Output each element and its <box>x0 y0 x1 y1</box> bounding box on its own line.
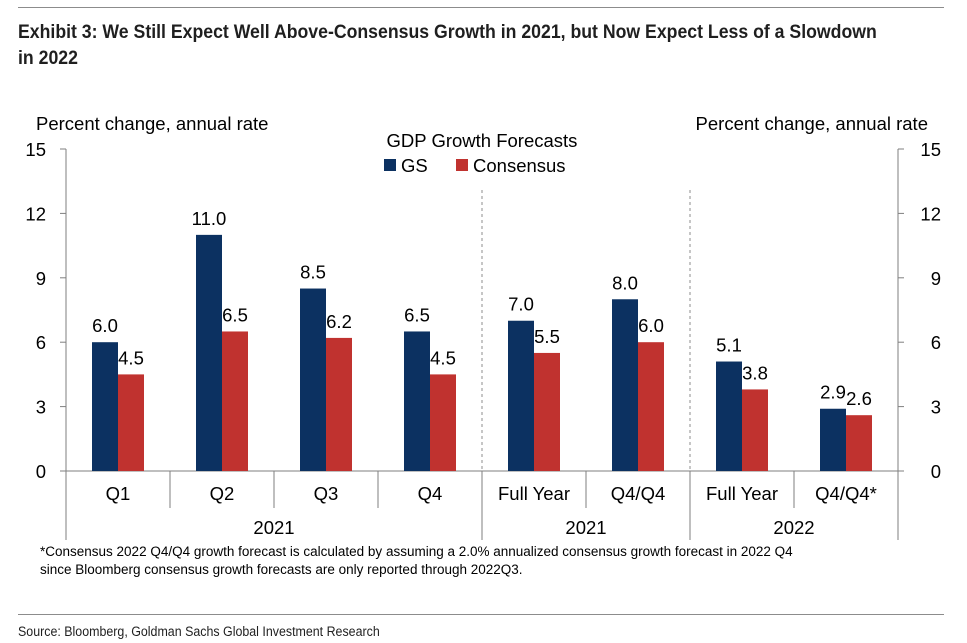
y-tick-label-right: 3 <box>931 397 941 418</box>
y-axis-label-left: Percent change, annual rate <box>36 113 268 134</box>
x-category-label: Q4/Q4* <box>815 483 877 504</box>
chart-data-labels: 6.0 11.0 8.5 6.5 7.0 8.0 5.1 2.9 4.5 6.5 6.2 4.5 5.5… <box>92 208 872 409</box>
x-group-label: 2021 <box>565 517 606 538</box>
data-label-gs: 7.0 <box>508 294 534 315</box>
x-group-label: 2022 <box>773 517 814 538</box>
data-label-consensus: 5.5 <box>534 326 560 347</box>
data-label-gs: 6.5 <box>404 304 430 325</box>
y-tick-label-right: 0 <box>931 461 941 482</box>
bar-consensus <box>326 337 352 471</box>
bar-consensus <box>742 389 768 471</box>
bar-gs <box>300 288 326 471</box>
bar-consensus <box>638 342 664 471</box>
data-label-consensus: 2.6 <box>846 388 872 409</box>
bar-gs <box>196 234 222 471</box>
data-label-gs: 11.0 <box>192 208 227 229</box>
chart-bars <box>92 234 872 471</box>
chart-legend: GS Consensus <box>384 155 566 176</box>
legend-swatch-gs <box>384 159 396 171</box>
legend-label-consensus: Consensus <box>473 155 566 176</box>
bar-gs <box>508 320 534 471</box>
top-rule <box>18 7 944 8</box>
y-tick-label-left: 3 <box>36 397 46 418</box>
y-axis-label-right: Percent change, annual rate <box>696 113 928 134</box>
bar-consensus <box>534 352 560 471</box>
footnote: *Consensus 2022 Q4/Q4 growth forecast is… <box>40 543 920 579</box>
bar-gs <box>92 342 118 471</box>
bar-consensus <box>430 374 456 471</box>
y-tick-label-right: 9 <box>931 268 941 289</box>
x-category-label: Full Year <box>498 483 570 504</box>
data-label-gs: 2.9 <box>820 382 846 403</box>
x-category-label: Q1 <box>106 483 131 504</box>
y-tick-label-right: 6 <box>931 332 941 353</box>
y-tick-label-left: 0 <box>36 461 46 482</box>
bar-consensus <box>222 331 248 471</box>
bar-gs <box>612 299 638 471</box>
y-tick-label-left: 6 <box>36 332 46 353</box>
x-category-label: Full Year <box>706 483 778 504</box>
y-tick-label-left: 9 <box>36 268 46 289</box>
bar-gs <box>716 361 742 471</box>
bar-consensus <box>118 374 144 471</box>
chart-axes: 0 0 3 3 6 6 9 9 12 12 15 15 2021 2021 2022 Q1 Q2 Q3 Q4 Full… <box>25 139 941 540</box>
legend-label-gs: GS <box>401 155 428 176</box>
bar-gs <box>820 408 846 471</box>
chart-title: GDP Growth Forecasts <box>387 130 578 151</box>
x-category-label: Q2 <box>210 483 235 504</box>
x-group-label: 2021 <box>253 517 294 538</box>
legend-swatch-consensus <box>456 159 468 171</box>
source-note: Source: Bloomberg, Goldman Sachs Global … <box>18 624 380 639</box>
y-tick-label-right: 12 <box>920 203 941 224</box>
exhibit-title: Exhibit 3: We Still Expect Well Above-Co… <box>18 22 877 69</box>
data-label-gs: 8.0 <box>612 272 638 293</box>
y-tick-label-right: 15 <box>920 139 941 160</box>
data-label-consensus: 6.2 <box>326 311 352 332</box>
y-tick-label-left: 15 <box>25 139 46 160</box>
data-label-consensus: 3.8 <box>742 362 768 383</box>
x-category-label: Q4/Q4 <box>611 483 666 504</box>
footnote-line-1: *Consensus 2022 Q4/Q4 growth forecast is… <box>40 544 793 559</box>
data-label-gs: 6.0 <box>92 315 118 336</box>
bottom-rule <box>18 614 944 615</box>
bar-gs <box>404 331 430 471</box>
x-category-label: Q3 <box>314 483 339 504</box>
footnote-line-2: since Bloomberg consensus growth forecas… <box>40 562 523 577</box>
data-label-consensus: 6.0 <box>638 315 664 336</box>
data-label-gs: 5.1 <box>716 335 742 356</box>
y-tick-label-left: 12 <box>25 203 46 224</box>
data-label-gs: 8.5 <box>300 262 326 283</box>
bar-consensus <box>846 415 872 471</box>
data-label-consensus: 6.5 <box>222 304 248 325</box>
data-label-consensus: 4.5 <box>430 347 456 368</box>
data-label-consensus: 4.5 <box>118 347 144 368</box>
x-category-label: Q4 <box>418 483 443 504</box>
